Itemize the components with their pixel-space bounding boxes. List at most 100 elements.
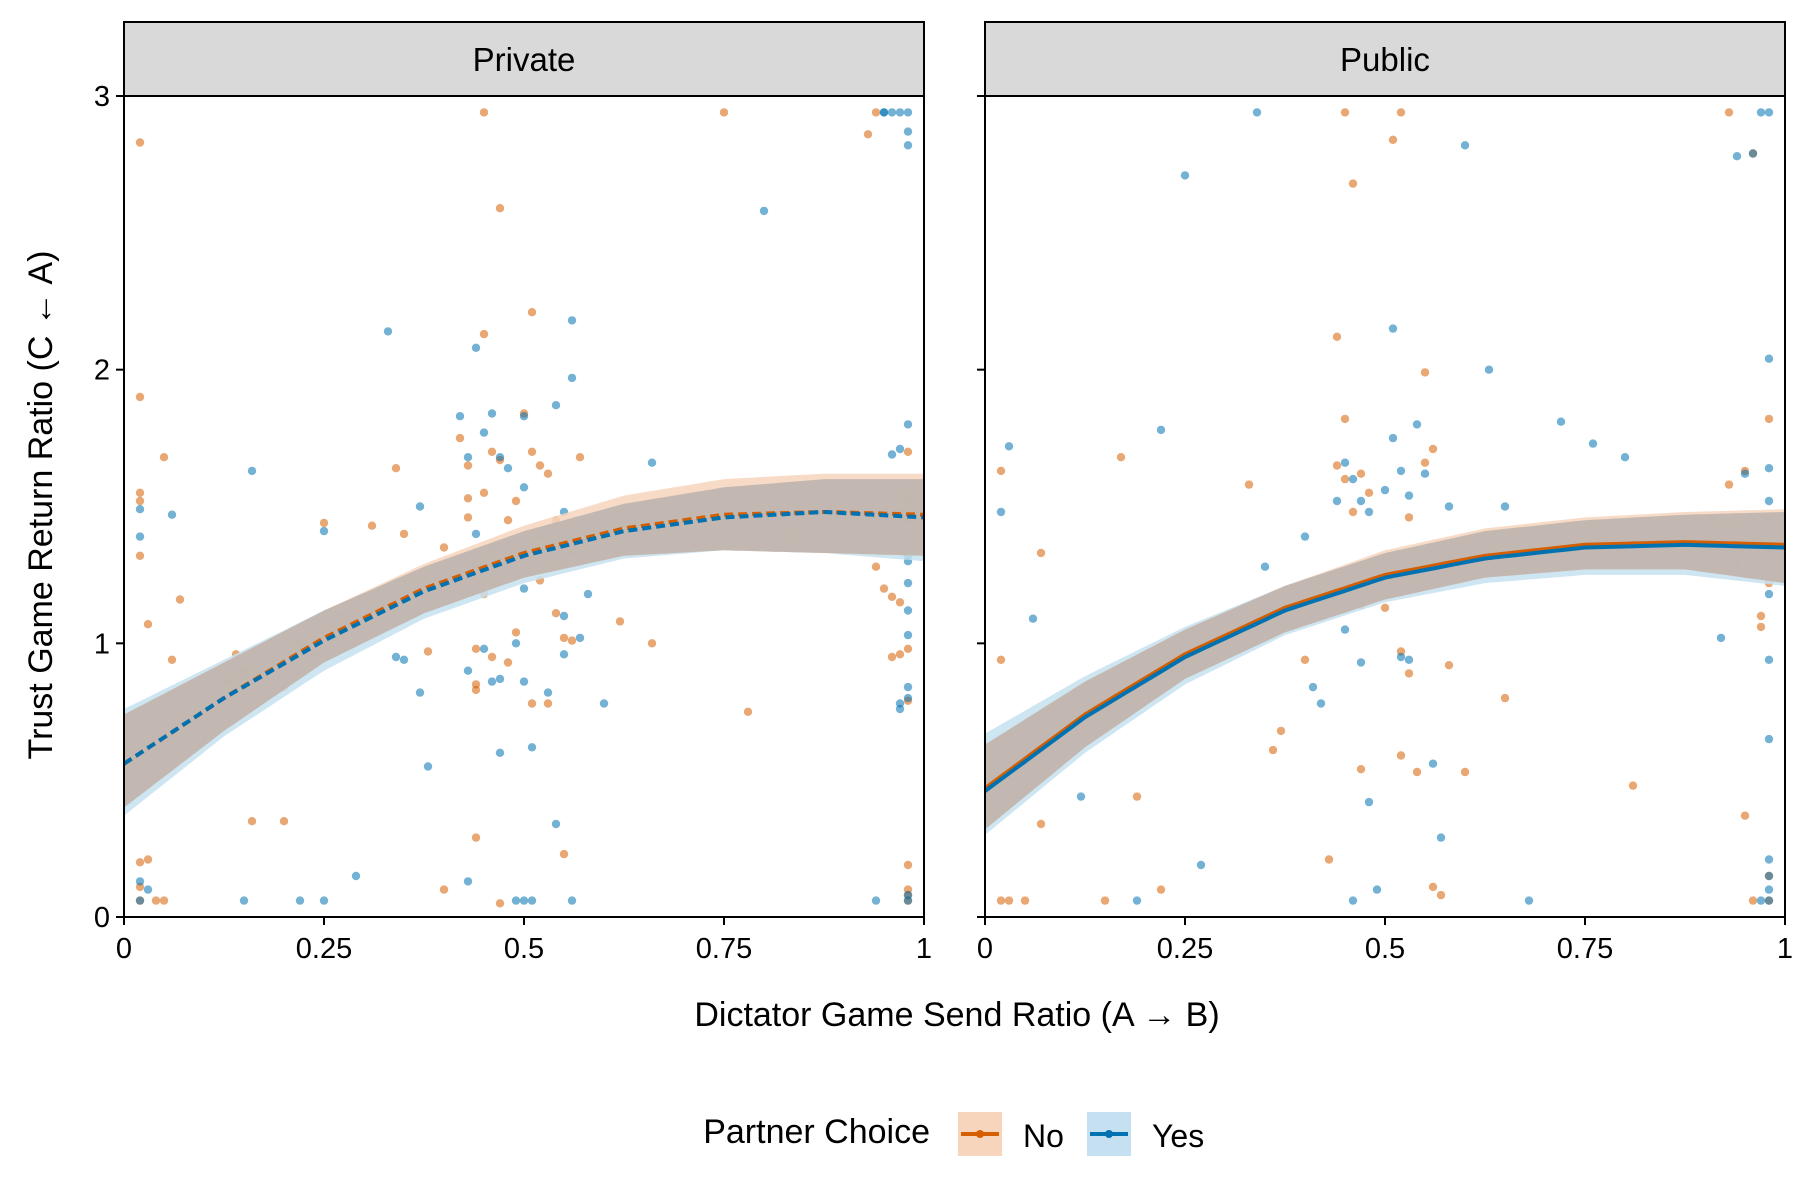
facet-strip [984,21,1786,97]
data-point-no [1364,488,1374,497]
data-point-yes [135,505,145,514]
data-point-no [996,466,1006,476]
data-point-yes [455,412,465,421]
data-point-yes [319,526,329,536]
data-point-no [1100,896,1110,905]
data-point-yes [1260,562,1270,571]
data-point-yes [1396,652,1406,662]
data-point-yes [903,693,913,703]
data-point-no [511,496,521,506]
data-point-no [1348,507,1358,517]
data-point-no [879,584,889,593]
data-point-no [1036,548,1046,558]
data-point-yes [1348,474,1358,484]
data-point-yes [903,108,913,117]
data-point-no [495,204,505,213]
data-point-no [503,516,513,525]
data-point-yes [1764,464,1774,473]
data-point-no [439,543,449,552]
data-point-no [535,461,545,470]
data-point-yes [1748,149,1758,158]
data-point-yes [1316,699,1326,708]
data-point-yes [895,444,905,454]
data-point-no [1268,745,1278,755]
data-point-yes [543,688,553,697]
fit-line-no [985,540,1785,791]
data-point-no [143,620,153,629]
data-point-yes [1444,502,1454,511]
data-point-yes [1372,885,1382,894]
data-point-yes [1308,682,1318,692]
data-point-no [135,551,145,560]
data-point-yes [903,578,913,588]
data-point-yes [996,507,1006,517]
data-point-no [1156,885,1166,894]
x-tick-label: 0.25 [296,933,352,965]
data-point-no [367,521,377,530]
data-point-yes [1764,734,1774,744]
data-point-yes [903,420,913,429]
data-point-yes [495,453,505,462]
data-point-no [463,494,473,503]
data-point-no [887,592,897,601]
data-point-no [463,513,473,522]
data-point-no [1436,890,1446,900]
data-point-no [1756,622,1766,632]
data-point-yes [247,466,257,476]
data-point-yes [567,316,577,325]
data-point-no [895,598,905,607]
data-point-yes [1556,417,1566,426]
data-point-no [887,652,897,662]
data-point-no [1340,474,1350,484]
data-point-yes [1004,442,1014,451]
data-point-no [479,329,489,339]
data-point-yes [351,871,361,881]
data-point-no [175,595,185,604]
data-point-yes [519,584,529,593]
y-tick-label: 0 [94,902,110,934]
x-tick-label: 0.75 [696,933,752,965]
data-point-no [903,447,913,456]
data-point-no [135,858,145,867]
data-point-yes [559,611,569,621]
data-point-no [1748,896,1758,905]
facet-strip-label: Public [1340,41,1430,78]
legend-key-point [976,1130,984,1138]
data-point-no [1628,781,1638,790]
data-point-yes [495,748,505,757]
data-point-yes [1420,469,1430,478]
data-point-no [719,108,729,117]
data-point-yes [1588,439,1598,448]
data-point-yes [463,453,473,462]
data-point-no [1340,108,1350,117]
data-point-yes [519,677,529,686]
legend-label: No [1023,1118,1064,1154]
data-point-no [1332,461,1342,470]
x-tick-label: 1 [1777,933,1793,965]
data-point-yes [903,896,913,905]
data-point-yes [1076,792,1086,801]
data-point-yes [1156,425,1166,435]
data-point-yes [1340,625,1350,634]
legend-key-point [1105,1130,1113,1138]
data-point-yes [1348,896,1358,905]
data-point-no [159,896,169,905]
data-point-no [319,518,329,528]
data-point-yes [135,896,145,905]
plot-area [124,108,924,908]
data-point-yes [415,688,425,697]
data-point-no [559,849,569,859]
panel-border [984,95,1786,918]
data-point-yes [239,896,249,905]
data-point-yes [1364,507,1374,517]
data-point-yes [135,877,145,886]
data-point-yes [903,141,913,150]
data-point-no [1428,444,1438,454]
data-point-no [471,644,481,653]
y-tick-label: 2 [94,355,110,387]
data-point-no [455,433,465,443]
data-point-yes [1764,496,1774,506]
data-point-yes [1500,502,1510,511]
data-point-yes [503,464,513,473]
data-point-no [559,633,569,643]
